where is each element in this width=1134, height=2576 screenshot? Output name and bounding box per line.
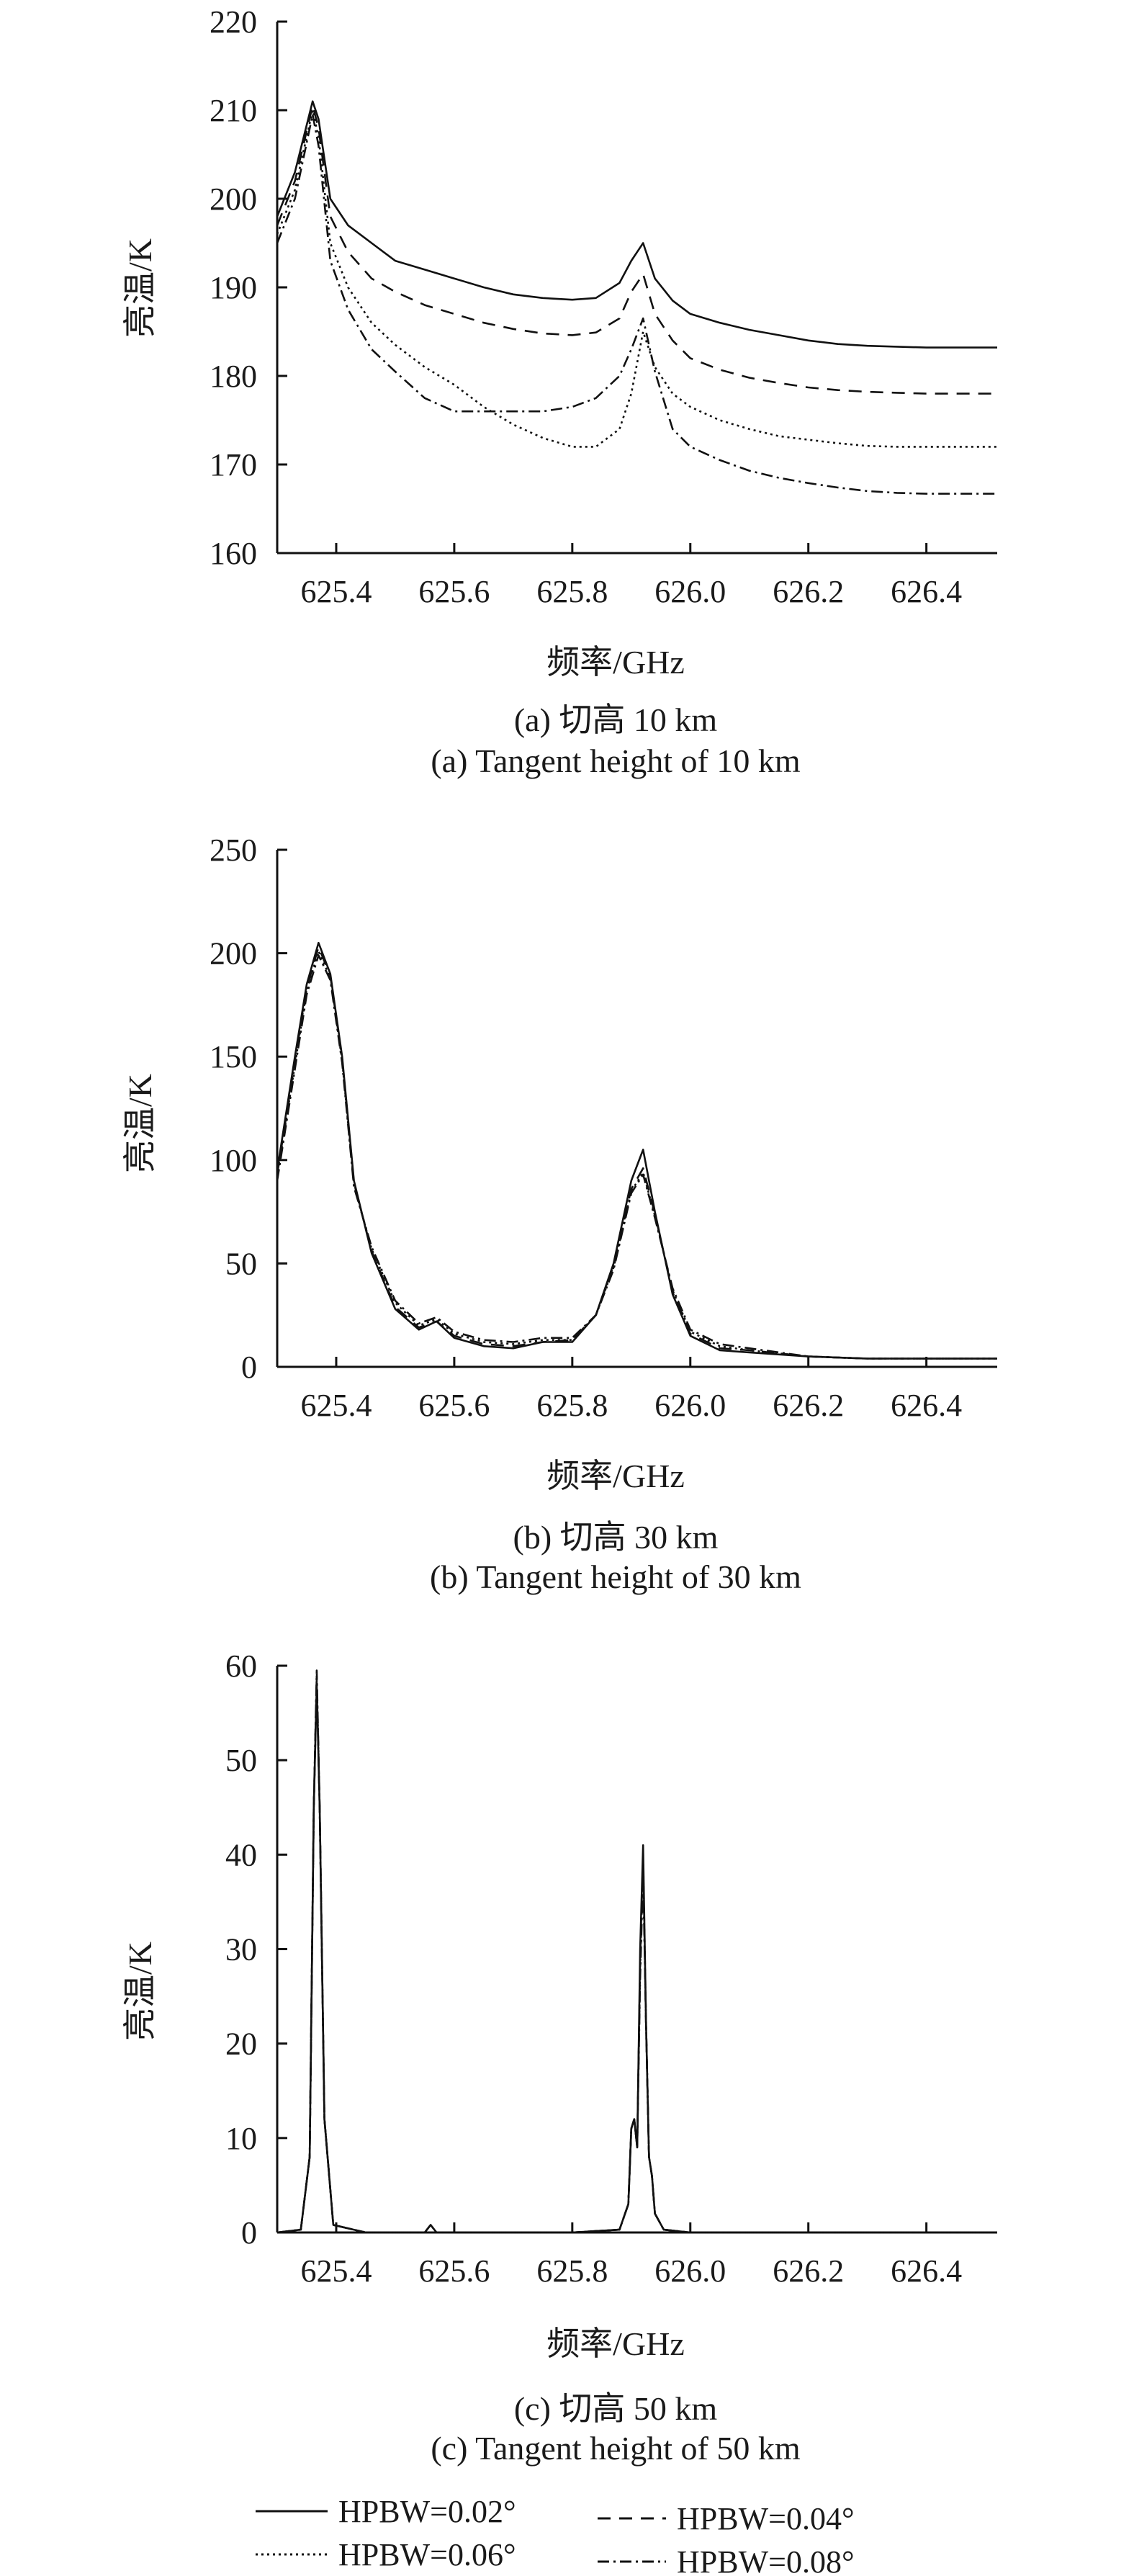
- panel-a-xlabel: 频率/GHz: [546, 644, 685, 681]
- panel-a-caption-cn: (a) 切高 10 km: [514, 701, 718, 738]
- panel-b-x-tick-label: 626.4: [891, 1388, 962, 1423]
- panel-c-x-tick-label: 625.8: [536, 2253, 608, 2289]
- panel-a-marks: 160 170 180 190 200 210 220 625.4 625.6 625.8 626.…: [210, 4, 997, 609]
- panel-c-y-tick-label: 60: [225, 1648, 257, 1684]
- panel-c-x-tick-label: 625.6: [418, 2253, 490, 2289]
- panel-b-ylabel: 亮温/K: [122, 1074, 158, 1173]
- panel-c-chart: 0 10 20 30 40 50 60 625.4 625.6 625.8 626.0 626.2 62…: [122, 1648, 997, 2467]
- panel-a-x-tick-label: 625.8: [536, 574, 608, 609]
- panel-a-x-tick-label: 626.2: [773, 574, 844, 609]
- panel-b-series-dashdot: [276, 954, 997, 1360]
- panel-b-y-tick-label: 200: [210, 936, 257, 971]
- panel-b-series-dash: [276, 946, 997, 1360]
- panel-a-series-solid: [276, 100, 997, 349]
- panel-c-series-solid: [276, 1683, 997, 2234]
- panel-c-xlabel: 频率/GHz: [546, 2325, 685, 2362]
- legend: HPBW=0.02° HPBW=0.04° HPBW=0.06° HPBW=0.…: [256, 2494, 855, 2576]
- panel-a-x-tick-label: 625.4: [300, 574, 372, 609]
- panel-b-y-tick-label: 250: [210, 833, 257, 868]
- panel-c-series-dot: [276, 1674, 997, 2234]
- panel-b-caption-cn: (b) 切高 30 km: [513, 1519, 719, 1556]
- panel-b-y-tick-label: 150: [210, 1039, 257, 1074]
- panel-a-y-tick-label: 220: [210, 4, 257, 40]
- panel-b-y-tick-label: 100: [210, 1143, 257, 1178]
- panel-a-y-tick-label: 180: [210, 359, 257, 394]
- panel-a-x-tick-label: 626.4: [891, 574, 962, 609]
- panel-c-y-tick-label: 10: [225, 2121, 257, 2156]
- panel-b-x-tick-label: 626.0: [654, 1388, 726, 1423]
- legend-label-hpbw-008: HPBW=0.08°: [677, 2544, 855, 2576]
- panel-c-x-tick-label: 626.2: [773, 2253, 844, 2289]
- panel-a-chart: 160 170 180 190 200 210 220 625.4 625.6 625.8 626.…: [122, 4, 997, 779]
- panel-b-x-tick-label: 626.2: [773, 1388, 844, 1423]
- panel-c-caption-en: (c) Tangent height of 50 km: [431, 2430, 801, 2467]
- panel-a-caption-en: (a) Tangent height of 10 km: [431, 742, 801, 779]
- panel-c-series-dash: [276, 1679, 997, 2234]
- panel-a-y-tick-label: 200: [210, 181, 257, 217]
- panel-c-caption-cn: (c) 切高 50 km: [514, 2390, 718, 2427]
- panel-c-x-tick-label: 626.0: [654, 2253, 726, 2289]
- panel-a-y-tick-label: 160: [210, 536, 257, 571]
- panel-b-x-tick-label: 625.4: [300, 1388, 372, 1423]
- panel-c-x-tick-label: 626.4: [891, 2253, 962, 2289]
- panel-c-ylabel: 亮温/K: [122, 1942, 158, 2041]
- panel-b-series-dot: [276, 950, 997, 1360]
- panel-b-x-tick-label: 625.6: [418, 1388, 490, 1423]
- panel-a-x-tick-label: 625.6: [418, 574, 490, 609]
- panel-a-x-tick-label: 626.0: [654, 574, 726, 609]
- panel-b-chart: 0 50 100 150 200 250 625.4 625.6 625.8 626.0 626.2…: [122, 833, 997, 1595]
- panel-a-y-tick-label: 210: [210, 93, 257, 128]
- panel-b-xlabel: 频率/GHz: [546, 1458, 685, 1494]
- legend-label-hpbw-002: HPBW=0.02°: [338, 2494, 516, 2529]
- panel-a-series-dot: [276, 109, 997, 448]
- panel-a-y-tick-label: 190: [210, 270, 257, 305]
- panel-b-marks: 0 50 100 150 200 250 625.4 625.6 625.8 626.0 626.2…: [210, 833, 997, 1423]
- panel-b-x-tick-label: 625.8: [536, 1388, 608, 1423]
- panel-c-marks: 0 10 20 30 40 50 60 625.4 625.6 625.8 626.0 626.2 62…: [225, 1648, 997, 2289]
- legend-label-hpbw-004: HPBW=0.04°: [677, 2501, 855, 2536]
- panel-c-y-tick-label: 40: [225, 1837, 257, 1872]
- panel-b-series-solid: [276, 941, 997, 1360]
- panel-a-y-tick-label: 170: [210, 447, 257, 483]
- panel-a-series-dash: [276, 104, 997, 395]
- panel-a-series-dashdot: [276, 113, 997, 495]
- panel-c-y-tick-label: 50: [225, 1743, 257, 1778]
- panel-c-y-tick-label: 0: [241, 2215, 257, 2250]
- legend-label-hpbw-006: HPBW=0.06°: [338, 2537, 516, 2572]
- panel-c-series-dashdot: [276, 1669, 997, 2234]
- panel-a-ylabel: 亮温/K: [122, 238, 158, 338]
- panel-c-x-tick-label: 625.4: [300, 2253, 372, 2289]
- panel-c-y-tick-label: 20: [225, 2027, 257, 2062]
- panel-c-y-tick-label: 30: [225, 1932, 257, 1967]
- panel-b-y-tick-label: 50: [225, 1246, 257, 1281]
- panel-b-caption-en: (b) Tangent height of 30 km: [430, 1558, 801, 1595]
- panel-b-y-tick-label: 0: [241, 1350, 257, 1385]
